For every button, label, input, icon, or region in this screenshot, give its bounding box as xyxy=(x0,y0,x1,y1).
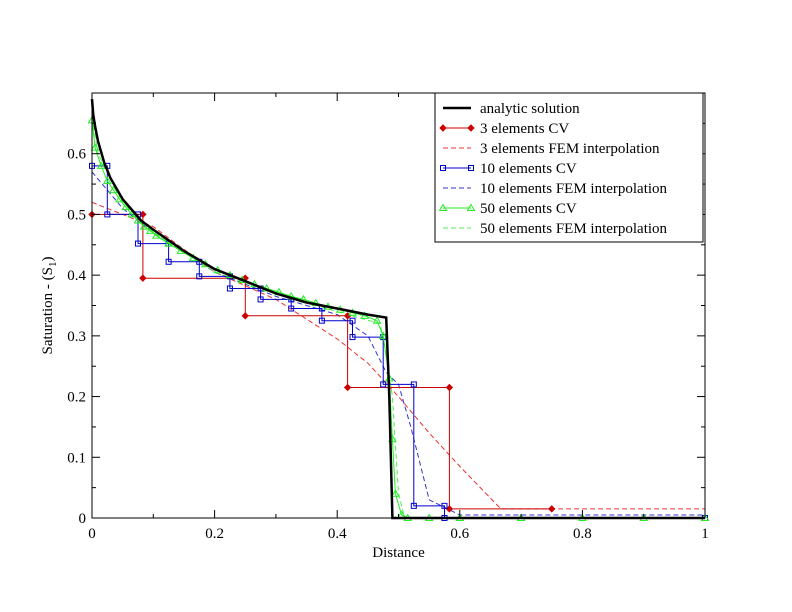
series-line xyxy=(90,99,705,520)
data-point xyxy=(139,274,147,282)
legend-item: 50 elements FEM interpolation xyxy=(443,221,668,237)
x-tick-label: 0.8 xyxy=(573,526,592,542)
data-point xyxy=(90,143,100,151)
data-point xyxy=(145,226,155,234)
x-tick-label: 0.4 xyxy=(328,526,347,542)
legend-label: 3 elements CV xyxy=(480,121,569,137)
data-point xyxy=(288,305,295,312)
legend-item: 3 elements CV xyxy=(439,121,569,137)
data-point xyxy=(104,211,111,218)
data-point xyxy=(196,273,203,280)
data-point xyxy=(241,312,249,320)
series-4 xyxy=(91,171,705,516)
legend-item: 10 elements CV xyxy=(440,161,577,177)
data-point xyxy=(548,505,556,513)
legend-label: 50 elements CV xyxy=(480,201,577,217)
legend-marker xyxy=(466,203,476,211)
data-point xyxy=(318,317,325,324)
data-point xyxy=(164,239,173,247)
series-0 xyxy=(90,99,705,520)
legend-marker xyxy=(440,165,446,171)
legend-label: 10 elements FEM interpolation xyxy=(480,181,668,197)
data-point xyxy=(343,383,352,392)
data-point xyxy=(257,296,264,303)
data-point xyxy=(378,331,388,339)
y-tick-label: 0.5 xyxy=(67,207,86,223)
x-tick-label: 1 xyxy=(701,526,709,542)
data-point xyxy=(165,258,172,265)
data-point xyxy=(139,222,149,230)
legend-marker xyxy=(467,124,475,132)
data-point xyxy=(349,317,356,324)
data-point xyxy=(445,383,454,392)
y-tick-label: 0.6 xyxy=(67,147,86,163)
data-point xyxy=(109,185,118,194)
legend-item: analytic solution xyxy=(443,101,580,117)
data-point xyxy=(391,489,400,497)
legend-item: 50 elements CV xyxy=(438,201,577,217)
legend-item: 10 elements FEM interpolation xyxy=(443,181,668,197)
x-tick-label: 0 xyxy=(88,526,96,542)
legend-label: 3 elements FEM interpolation xyxy=(480,141,660,157)
data-point xyxy=(134,240,141,247)
data-point xyxy=(102,176,112,185)
legend-label: 50 elements FEM interpolation xyxy=(480,221,668,237)
legend-label: 10 elements CV xyxy=(480,161,577,177)
data-point xyxy=(372,316,382,324)
legend: analytic solution 3 elements CV 3 elements… xyxy=(434,92,704,243)
x-axis-title: Distance xyxy=(372,545,425,561)
legend-marker xyxy=(468,165,474,171)
series-1 xyxy=(88,210,556,513)
y-tick-label: 0.3 xyxy=(67,329,86,345)
y-tick-label: 0.1 xyxy=(67,450,86,466)
y-tick-label: 0 xyxy=(79,511,87,527)
series-2 xyxy=(91,201,705,510)
series-line xyxy=(91,201,705,510)
y-tick-label: 0.2 xyxy=(67,390,86,406)
data-point xyxy=(226,285,233,292)
data-point xyxy=(441,502,448,509)
x-tick-label: 0.6 xyxy=(450,526,469,542)
series-line xyxy=(91,171,705,516)
data-point xyxy=(96,161,106,169)
y-axis-title-subscript: 1 xyxy=(47,262,59,268)
y-axis-title: Saturation - (S1) xyxy=(40,257,59,355)
legend-item: 3 elements FEM interpolation xyxy=(443,141,660,157)
data-point xyxy=(410,381,417,388)
series-layer xyxy=(87,99,710,521)
series-line xyxy=(92,213,552,510)
data-point xyxy=(380,381,387,388)
data-point xyxy=(410,502,417,509)
y-tick-label: 0.4 xyxy=(67,268,86,284)
series-line xyxy=(92,165,705,519)
data-point xyxy=(349,334,356,341)
legend-marker xyxy=(438,203,448,211)
y-axis-title-main: Saturation - (S xyxy=(40,267,56,355)
legend-marker xyxy=(439,124,447,132)
legend-label: analytic solution xyxy=(480,101,580,117)
x-tick-label: 0.2 xyxy=(205,526,224,542)
data-point xyxy=(151,231,161,239)
data-point xyxy=(127,209,137,218)
y-axis-title-close: ) xyxy=(40,257,56,262)
legend-box xyxy=(434,92,704,243)
